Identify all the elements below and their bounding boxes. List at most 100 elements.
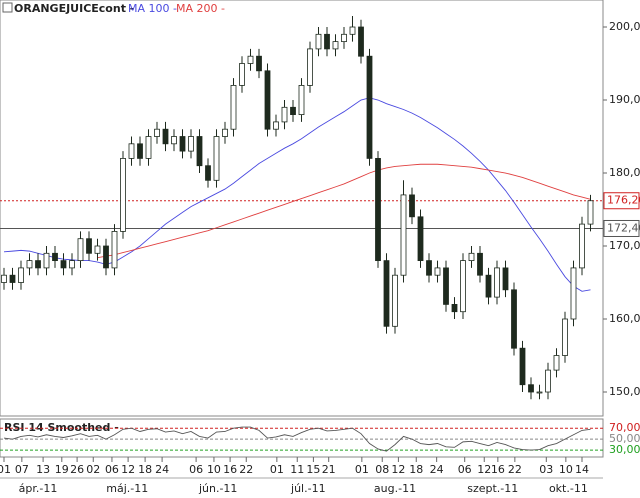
candle-body xyxy=(349,26,356,35)
candle-body xyxy=(52,252,58,262)
candle-body xyxy=(60,260,67,269)
x-tick-label: 26 xyxy=(70,463,84,476)
price-label-box xyxy=(603,192,640,210)
month-label: aug.-11 xyxy=(374,482,416,495)
x-tick-label: 18 xyxy=(409,463,423,476)
y-tick-label: 170,00 xyxy=(609,239,640,252)
x-tick-label: 06 xyxy=(189,463,203,476)
rsi-title: RSI 14 Smoothed - xyxy=(4,421,119,434)
rsi-tick-label: 70,00 xyxy=(609,421,640,434)
x-tick-label: 06 xyxy=(105,463,119,476)
x-tick-label: 24 xyxy=(430,463,444,476)
candle-body xyxy=(451,304,458,313)
candle-body xyxy=(26,260,33,269)
month-label: máj.-11 xyxy=(106,482,148,495)
candle-body xyxy=(417,216,424,262)
x-tick-label: 03 xyxy=(539,463,553,476)
rsi-tick-label: 30,00 xyxy=(609,443,640,456)
candle-body xyxy=(332,41,339,50)
candle-body xyxy=(94,245,101,254)
candle-body xyxy=(358,26,364,57)
y-tick-label: 180,00 xyxy=(609,166,640,179)
month-label: ápr.-11 xyxy=(19,482,58,495)
legend-entry: MA 100 - xyxy=(128,2,177,15)
month-label: júl.-11 xyxy=(290,482,326,495)
x-tick-label: 16 xyxy=(223,463,237,476)
candle-body xyxy=(315,33,322,50)
candle-body xyxy=(324,33,330,50)
x-tick-label: 12 xyxy=(391,463,405,476)
candle-body xyxy=(1,274,7,283)
x-tick-label: 16 xyxy=(491,463,505,476)
x-tick-label: 10 xyxy=(207,463,221,476)
candle-body xyxy=(239,63,245,86)
candle-body xyxy=(485,274,492,298)
candle-body xyxy=(179,136,186,152)
candle-body xyxy=(553,355,560,371)
candle-body xyxy=(111,231,118,269)
candle-body xyxy=(154,128,160,137)
candle-body xyxy=(519,347,526,386)
x-tick-label: 22 xyxy=(239,463,253,476)
candle-body xyxy=(69,260,75,269)
rsi-tick-label: 50,00 xyxy=(609,432,640,445)
candle-body xyxy=(341,33,347,43)
candle-body xyxy=(43,252,50,269)
candle-body xyxy=(460,260,466,313)
x-tick-label: 01 xyxy=(0,463,11,476)
candle-body xyxy=(247,55,254,64)
candle-body xyxy=(383,260,390,327)
x-tick-label: 02 xyxy=(86,463,100,476)
candle-body xyxy=(511,289,517,349)
month-label: jún.-11 xyxy=(198,482,237,495)
x-tick-label: 14 xyxy=(575,463,589,476)
candle-body xyxy=(545,369,551,393)
legend-entry: MA 200 - xyxy=(176,2,225,15)
candle-body xyxy=(587,200,594,225)
candle-body xyxy=(273,121,279,130)
candle-body xyxy=(213,136,220,181)
candle-body xyxy=(86,238,92,254)
candle-body xyxy=(9,274,16,283)
x-tick-label: 12 xyxy=(121,463,135,476)
price-label-box xyxy=(603,219,640,237)
candle-body xyxy=(536,391,543,394)
candle-body xyxy=(570,267,577,320)
candle-body xyxy=(281,106,288,123)
candle-body xyxy=(103,245,109,269)
candle-body xyxy=(468,252,475,262)
candle-body xyxy=(528,384,534,393)
candle-body xyxy=(307,48,313,86)
candle-body xyxy=(222,128,228,137)
month-label: okt.-11 xyxy=(549,482,588,495)
candle-body xyxy=(290,106,296,116)
y-tick-label: 190,00 xyxy=(609,93,640,106)
month-label: szept.-11 xyxy=(467,482,518,495)
x-tick-label: 01 xyxy=(355,463,369,476)
x-tick-label: 15 xyxy=(306,463,320,476)
x-tick-label: 12 xyxy=(477,463,491,476)
x-tick-label: 11 xyxy=(290,463,304,476)
candle-body xyxy=(145,136,152,159)
candle-body xyxy=(171,136,177,145)
y-tick-label: 200,00 xyxy=(609,20,640,33)
candle-body xyxy=(256,55,262,72)
candle-body xyxy=(375,158,381,262)
x-tick-label: 24 xyxy=(155,463,169,476)
candle-body xyxy=(205,165,211,181)
candle-body xyxy=(137,143,143,159)
candle-body xyxy=(128,143,135,159)
x-tick-label: 07 xyxy=(15,463,29,476)
x-tick-label: 08 xyxy=(375,463,389,476)
x-tick-label: 06 xyxy=(458,463,472,476)
rsi-line xyxy=(3,426,591,452)
chart-title: ORANGEJUICEcont - xyxy=(14,2,134,15)
candle-body xyxy=(196,136,203,167)
x-tick-label: 18 xyxy=(138,463,152,476)
x-tick-label: 10 xyxy=(559,463,573,476)
price-label: 172,40 xyxy=(607,221,640,234)
candle-body xyxy=(579,223,585,269)
rsi-panel xyxy=(0,418,604,458)
candle-body xyxy=(77,238,84,262)
